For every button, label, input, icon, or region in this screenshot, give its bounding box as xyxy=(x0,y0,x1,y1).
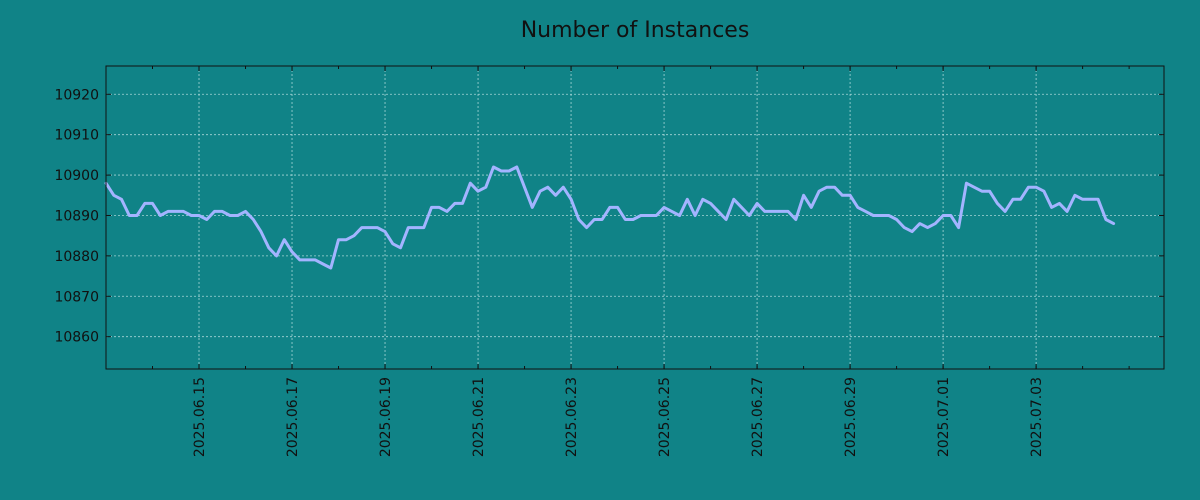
grid xyxy=(106,66,1164,369)
x-tick-label: 2025.06.23 xyxy=(564,377,580,457)
y-tick-label: 10910 xyxy=(54,128,99,144)
x-tick-label: 2025.07.01 xyxy=(936,377,952,457)
x-tick-label: 2025.07.03 xyxy=(1029,377,1045,457)
x-tick-label: 2025.06.29 xyxy=(843,377,859,457)
y-tick-label: 10890 xyxy=(54,208,99,224)
y-tick-label: 10900 xyxy=(54,168,99,184)
y-tick-label: 10880 xyxy=(54,249,99,265)
series-line xyxy=(104,165,1116,270)
x-tick-label: 2025.06.15 xyxy=(192,377,208,457)
x-tick-label: 2025.06.19 xyxy=(378,377,394,457)
axis-ticks xyxy=(105,66,1164,369)
series-layer xyxy=(104,165,1116,270)
y-axis-tick-labels: 10860 10870 10880 10890 10900 10910 10920 xyxy=(54,87,99,345)
x-tick-label: 2025.06.27 xyxy=(750,377,766,457)
chart-title: Number of Instances xyxy=(521,18,750,43)
y-tick-label: 10860 xyxy=(54,330,99,346)
x-tick-label: 2025.06.17 xyxy=(285,377,301,457)
x-axis-tick-labels: 2025.06.15 2025.06.17 2025.06.19 2025.06.21… xyxy=(192,377,1045,457)
x-tick-label: 2025.06.25 xyxy=(657,377,673,457)
y-tick-label: 10870 xyxy=(54,289,99,305)
y-tick-label: 10920 xyxy=(54,87,99,103)
x-tick-label: 2025.06.21 xyxy=(471,377,487,457)
plot-area-frame xyxy=(105,65,1165,370)
